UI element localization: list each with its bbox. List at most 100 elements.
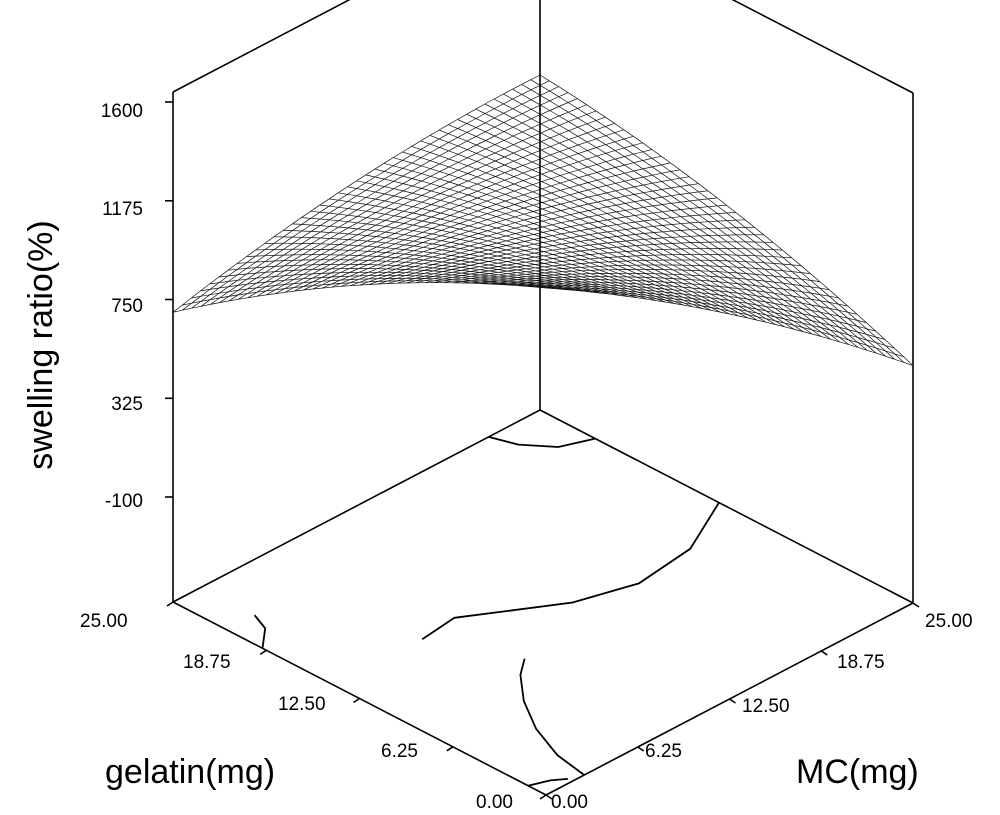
mesh-line <box>766 321 776 325</box>
mesh-line <box>553 271 564 275</box>
mesh-line <box>597 187 607 194</box>
mesh-line <box>489 273 499 276</box>
mesh-line <box>627 282 638 288</box>
mesh-line <box>605 132 615 137</box>
mesh-line <box>729 307 739 314</box>
mesh-line <box>756 300 766 303</box>
mesh-line <box>460 252 470 255</box>
mesh-line <box>617 261 628 266</box>
mesh-line <box>476 156 486 162</box>
mesh-line <box>717 241 728 249</box>
mesh-line <box>718 281 729 288</box>
mesh-line <box>756 300 766 307</box>
mesh-line <box>626 240 636 246</box>
mesh-line <box>673 292 684 298</box>
mesh-line <box>579 224 590 230</box>
mesh-line <box>247 277 257 285</box>
mesh-line <box>605 141 616 145</box>
mesh-line <box>590 279 601 283</box>
mesh-line <box>765 318 776 322</box>
mesh-line <box>635 244 645 246</box>
mesh-line <box>302 254 312 261</box>
mesh-line <box>735 227 746 236</box>
mesh-line <box>598 257 609 263</box>
mesh-line <box>219 296 229 299</box>
mesh-line <box>265 271 275 278</box>
mesh-line <box>524 219 534 224</box>
mesh-line <box>607 219 617 226</box>
mesh-line <box>294 286 304 288</box>
mesh-line <box>588 227 599 230</box>
mesh-line <box>848 334 858 338</box>
mesh-line <box>618 291 629 296</box>
mesh-line <box>496 210 506 215</box>
mesh-line <box>487 219 497 223</box>
mesh-line <box>322 286 332 289</box>
mesh-line <box>311 231 321 233</box>
mesh-line <box>530 94 541 101</box>
mesh-line <box>542 202 552 207</box>
mesh-line <box>645 264 655 270</box>
mesh-line <box>404 257 415 260</box>
mesh-line <box>512 126 523 133</box>
mesh-line <box>441 240 451 243</box>
mesh-line <box>670 162 681 171</box>
mesh-line <box>526 276 536 279</box>
gelatin-tick-mark <box>259 649 267 655</box>
mesh-line <box>682 286 692 289</box>
mesh-line <box>459 233 470 237</box>
mesh-line <box>708 248 719 255</box>
mesh-line <box>470 266 480 269</box>
mesh-line <box>654 259 664 266</box>
mesh-line <box>618 285 629 290</box>
mesh-line <box>624 156 634 163</box>
mesh-line <box>461 277 471 279</box>
mesh-line <box>448 133 458 138</box>
mesh-line <box>507 270 517 274</box>
mesh-line <box>433 264 443 266</box>
mesh-line <box>719 298 730 305</box>
mesh-line <box>534 252 544 257</box>
mesh-line <box>679 186 690 194</box>
mesh-line <box>598 232 608 238</box>
mesh-line <box>329 220 339 227</box>
mesh-line <box>569 184 579 189</box>
mesh-line <box>590 281 601 286</box>
mesh-line <box>450 242 461 245</box>
mesh-line <box>662 231 673 238</box>
mesh-line <box>542 214 553 220</box>
mesh-line <box>569 207 580 213</box>
mesh-line <box>633 142 643 146</box>
mesh-line <box>415 278 425 282</box>
mesh-line <box>321 264 331 270</box>
mesh-line <box>606 197 617 201</box>
mesh-line <box>412 195 422 201</box>
mesh-line <box>430 171 440 177</box>
mesh-line <box>599 269 610 274</box>
mesh-line <box>681 235 691 238</box>
mesh-line <box>450 215 460 219</box>
mesh-line <box>618 285 628 287</box>
mesh-line <box>848 329 858 333</box>
mesh-line <box>554 279 564 283</box>
mesh-line <box>707 206 718 214</box>
mesh-line <box>756 308 766 312</box>
mesh-line <box>810 280 820 282</box>
mesh-line <box>579 218 590 224</box>
mesh-line <box>605 158 616 163</box>
mesh-line <box>265 266 275 268</box>
mesh-line <box>690 229 700 237</box>
mesh-line <box>321 259 331 265</box>
mesh-line <box>783 288 793 291</box>
mesh-line <box>820 322 831 331</box>
mesh-line <box>811 304 821 307</box>
mesh-line <box>394 233 405 236</box>
mesh-line <box>783 304 794 313</box>
mesh-line <box>488 249 498 253</box>
mesh-line <box>738 305 748 312</box>
mesh-line <box>719 286 729 293</box>
mesh-line <box>710 307 721 313</box>
mesh-line <box>580 262 591 264</box>
mesh-line <box>541 170 551 175</box>
mesh-line <box>468 219 479 224</box>
